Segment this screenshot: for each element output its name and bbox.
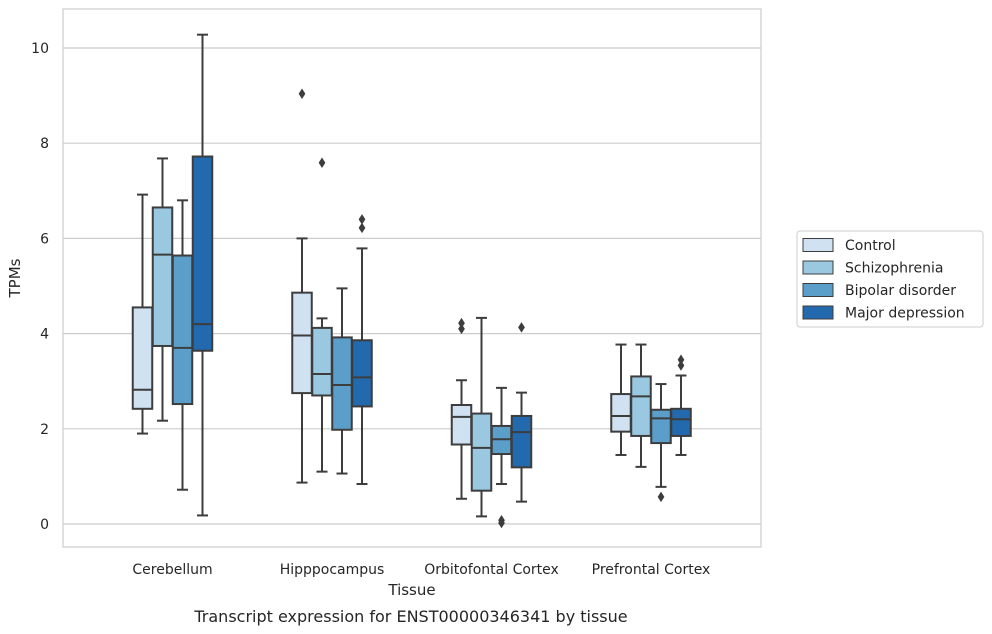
- box: [191, 33, 214, 517]
- box-iqr: [131, 306, 154, 410]
- legend-label: Control: [845, 238, 896, 254]
- box-iqr: [291, 291, 313, 395]
- box-iqr: [510, 414, 533, 469]
- legend-swatch: [802, 283, 834, 297]
- legend-label: Major depression: [845, 306, 965, 322]
- box-iqr: [450, 404, 473, 446]
- y-tick-label: 4: [40, 327, 49, 343]
- box-iqr: [191, 155, 214, 352]
- outlier-point: [358, 214, 366, 225]
- box-iqr: [470, 412, 493, 492]
- box-iqr: [171, 254, 194, 406]
- box: [470, 316, 493, 518]
- series-bipolar-disorder: [171, 199, 672, 529]
- box: [670, 354, 692, 456]
- box: [151, 157, 174, 422]
- legend: Control Schizophrenia Bipolar disorder Majo…: [796, 230, 984, 328]
- outlier-point: [358, 222, 366, 234]
- series-control: [131, 88, 632, 500]
- legend-swatch: [802, 305, 834, 320]
- x-axis-label: Tissue: [387, 581, 435, 599]
- outlier-point: [458, 317, 465, 329]
- x-axis-ticks: Cerebellum Hipppocampus Orbitofontal Corte…: [132, 562, 710, 578]
- legend-swatch: [802, 238, 834, 252]
- x-tick-label: Orbitofontal Cortex: [424, 562, 559, 578]
- box-iqr: [351, 339, 373, 408]
- y-tick-label: 8: [40, 136, 49, 152]
- box-iqr: [650, 408, 672, 445]
- series-major-depression: [191, 33, 692, 517]
- box: [291, 88, 313, 484]
- y-tick-label: 10: [31, 41, 49, 57]
- outlier-point: [318, 157, 326, 168]
- box: [510, 322, 533, 503]
- outlier-point: [677, 354, 685, 366]
- box-iqr: [151, 206, 174, 347]
- box-iqr: [610, 393, 632, 433]
- box: [331, 287, 353, 475]
- outlier-point: [657, 491, 665, 503]
- y-tick-label: 2: [40, 422, 49, 438]
- box-iqr: [331, 336, 353, 431]
- y-tick-label: 6: [40, 231, 49, 247]
- y-tick-label: 0: [40, 517, 49, 533]
- x-tick-label: Cerebellum: [132, 562, 212, 578]
- outlier-point: [498, 514, 505, 526]
- box: [351, 214, 373, 486]
- series-schizophrenia: [151, 157, 652, 518]
- box: [171, 199, 194, 491]
- outlier-point: [677, 360, 685, 371]
- legend-frame: [796, 230, 984, 328]
- box: [490, 386, 513, 529]
- box-iqr: [311, 326, 333, 397]
- x-tick-label: Prefrontal Cortex: [592, 562, 711, 578]
- outlier-point: [518, 322, 525, 333]
- y-axis-ticks: 0 2 4 6 8 10: [31, 41, 49, 533]
- box: [650, 383, 672, 503]
- y-axis-label: TPMs: [6, 258, 24, 298]
- box: [630, 343, 652, 468]
- box-groups: [131, 33, 692, 529]
- outlier-point: [458, 323, 465, 335]
- legend-label: Bipolar disorder: [845, 283, 956, 299]
- legend-swatch: [802, 260, 834, 275]
- plot-frame: [62, 8, 762, 548]
- box-iqr: [630, 375, 652, 437]
- box-iqr: [670, 407, 692, 437]
- box: [610, 343, 632, 456]
- box: [450, 317, 473, 500]
- box: [311, 157, 333, 473]
- legend-label: Schizophrenia: [845, 261, 943, 277]
- chart-caption: Transcript expression for ENST0000034634…: [193, 607, 627, 626]
- outlier-point: [298, 88, 306, 99]
- box: [131, 193, 154, 435]
- x-tick-label: Hipppocampus: [280, 562, 385, 578]
